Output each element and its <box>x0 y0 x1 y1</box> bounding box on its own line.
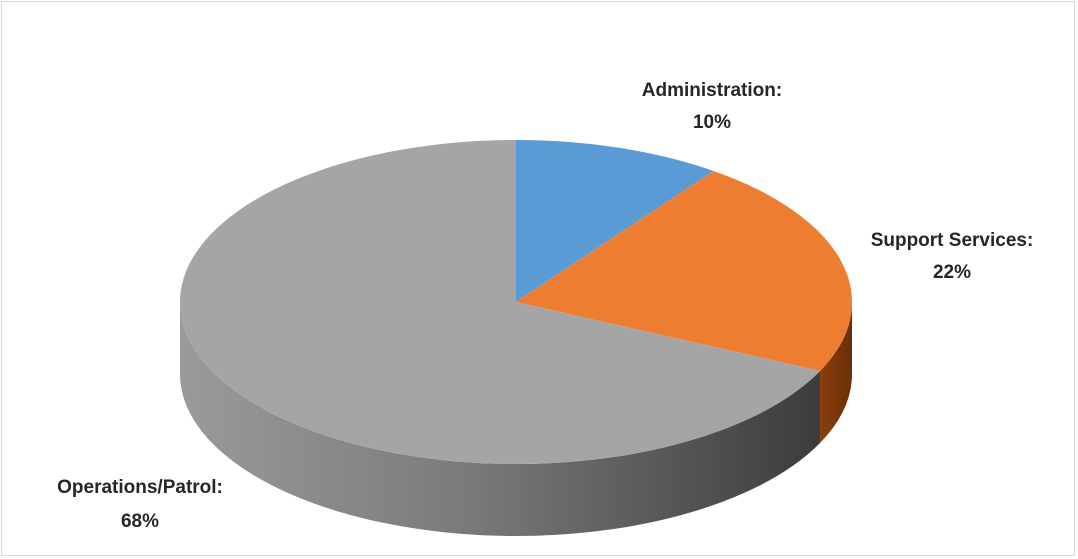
pie-side-walls <box>180 302 853 536</box>
label-administration-name: Administration: <box>642 80 782 101</box>
label-operations-patrol-pct: 68% <box>121 511 159 532</box>
pie-slice-support-services <box>516 170 853 371</box>
pie-side-operations-patrol <box>180 302 821 536</box>
pie-slice-operations-patrol <box>180 140 821 464</box>
pie-top-faces <box>180 140 853 464</box>
pie-slice-administration <box>516 140 714 302</box>
label-support-services-name: Support Services: <box>871 230 1034 251</box>
label-administration-pct: 10% <box>693 112 731 133</box>
label-support-services-pct: 22% <box>933 262 971 283</box>
pie-side-support-services <box>820 302 853 443</box>
label-operations-patrol-name: Operations/Patrol: <box>57 477 223 498</box>
